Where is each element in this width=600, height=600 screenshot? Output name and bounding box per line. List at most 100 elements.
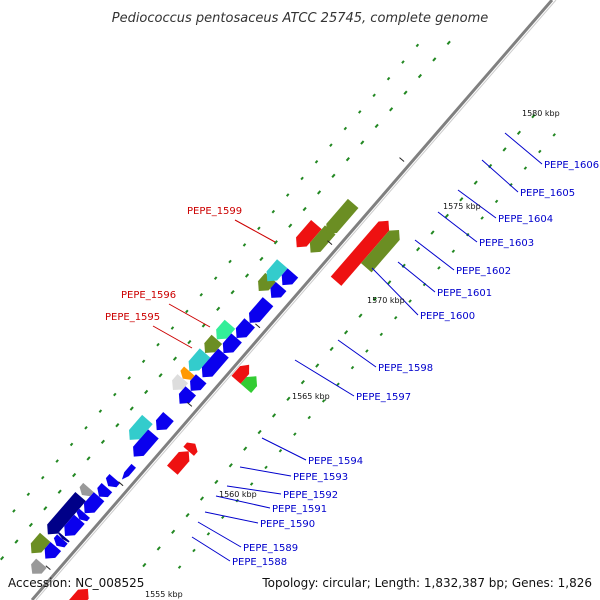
- map-title: Pediococcus pentosaceus ATCC 25745, comp…: [112, 11, 489, 26]
- gc-tick-41: [365, 349, 369, 353]
- gc-tick-74: [273, 240, 278, 245]
- gc-tick-96: [141, 359, 146, 364]
- gene-label-reverse-4: PEPE_1592: [283, 490, 338, 501]
- gc-tick-61: [86, 456, 91, 461]
- gc-tick-28: [177, 565, 182, 569]
- gc-tick-85: [432, 57, 437, 62]
- gene-reverse-1: [30, 532, 51, 554]
- gene-reverse-17: [172, 374, 189, 391]
- gene-reverse-16: [178, 386, 197, 404]
- gc-tick-15: [358, 313, 363, 318]
- gc-tick-102: [228, 259, 232, 264]
- gc-tick-89: [41, 475, 45, 480]
- gc-tick-22: [459, 197, 464, 202]
- gc-tick-77: [316, 190, 322, 195]
- leader-forward-0: [152, 325, 193, 349]
- gc-tick-39: [336, 382, 340, 387]
- gc-tick-17: [387, 280, 392, 285]
- gene-label-forward-2: PEPE_1599: [187, 206, 242, 217]
- gc-tick-64: [129, 406, 134, 411]
- gc-tick-111: [358, 110, 362, 114]
- gene-forward-0: [69, 588, 89, 600]
- gene-forward-3: [240, 376, 258, 393]
- gene-label-reverse-2: PEPE_1590: [260, 519, 315, 530]
- gc-tick-79: [345, 157, 350, 162]
- leader-reverse-5: [239, 466, 292, 477]
- gc-tick-104: [257, 226, 261, 231]
- gc-tick-99: [185, 309, 189, 314]
- gene-reverse-31: [296, 219, 322, 248]
- gc-tick-109: [329, 143, 333, 147]
- gc-tick-50: [494, 199, 499, 204]
- leader-reverse-7: [294, 359, 355, 397]
- gc-tick-9: [271, 413, 277, 418]
- gene-reverse-27: [258, 272, 276, 292]
- leader-reverse-11: [414, 239, 455, 271]
- gc-tick-88: [26, 492, 31, 497]
- gc-tick-80: [360, 140, 365, 145]
- gc-tick-35: [278, 448, 283, 453]
- gene-reverse-6: [64, 514, 85, 536]
- gene-reverse-29: [266, 259, 288, 282]
- scale-tick-5: [399, 157, 405, 162]
- gc-tick-94: [113, 392, 117, 397]
- scale-tick-4: [327, 240, 333, 246]
- gc-tick-29: [192, 548, 196, 553]
- gene-reverse-10: [97, 483, 113, 498]
- gc-tick-92: [84, 425, 88, 430]
- gene-reverse-20: [188, 348, 211, 372]
- backbone: [30, 0, 557, 600]
- gc-tick-23: [473, 180, 478, 185]
- gc-tick-65: [144, 389, 149, 395]
- gene-features: [30, 198, 400, 600]
- gc-tick-13: [329, 346, 334, 352]
- gc-tick-58: [43, 506, 48, 511]
- gc-tick-107: [300, 176, 304, 181]
- gc-tick-73: [259, 256, 264, 262]
- gc-tick-114: [401, 60, 405, 64]
- gene-reverse-19: [190, 374, 207, 391]
- gc-tick-115: [415, 43, 420, 48]
- gene-reverse-9: [79, 482, 94, 497]
- scale-ticks: 1555 kbp 1560 kbp 1565 kbp 1570 kbp 1575 kbp…: [45, 109, 560, 599]
- gc-tick-56: [14, 539, 19, 544]
- scale-label-4: 1575 kbp: [443, 202, 481, 211]
- gc-tick-3: [185, 512, 190, 518]
- leader-forward-1: [168, 303, 211, 328]
- gene-reverse-28: [270, 282, 287, 298]
- gene-reverse-11: [105, 473, 121, 488]
- gc-tick-37: [307, 415, 312, 420]
- gc-tick-76: [302, 206, 307, 212]
- scale-tick-0: [45, 565, 51, 570]
- gc-tick-57: [28, 522, 33, 528]
- gc-skew-track: [0, 40, 556, 569]
- gene-label-reverse-12: PEPE_1603: [479, 238, 534, 249]
- gene-forward-2: [183, 442, 198, 456]
- gc-tick-78: [331, 173, 336, 178]
- gene-reverse-13: [133, 429, 159, 457]
- gene-label-reverse-13: PEPE_1604: [498, 214, 553, 225]
- gene-reverse-22: [204, 334, 223, 353]
- gc-tick-1: [156, 546, 161, 551]
- gc-tick-66: [158, 373, 163, 378]
- gene-forward-5: [330, 220, 390, 286]
- gc-tick-110: [343, 126, 348, 131]
- gene-reverse-18: [180, 366, 195, 380]
- gc-tick-68: [187, 339, 192, 345]
- leader-reverse-3: [215, 495, 271, 509]
- gc-tick-91: [69, 442, 74, 447]
- gene-label-reverse-0: PEPE_1588: [232, 557, 287, 568]
- gc-tick-2: [171, 529, 176, 534]
- gc-tick-83: [403, 90, 408, 95]
- gene-reverse-0: [31, 558, 47, 574]
- gene-forward-1: [167, 451, 190, 475]
- gc-tick-67: [172, 356, 178, 361]
- leader-reverse-0: [191, 536, 231, 562]
- gene-reverse-2: [44, 541, 62, 559]
- scale-label-1: 1560 kbp: [219, 490, 257, 499]
- gc-tick-55: [0, 556, 5, 561]
- gc-tick-108: [314, 159, 319, 164]
- gc-tick-97: [156, 342, 160, 347]
- gc-tick-25: [502, 147, 507, 152]
- gc-tick-16: [372, 296, 377, 302]
